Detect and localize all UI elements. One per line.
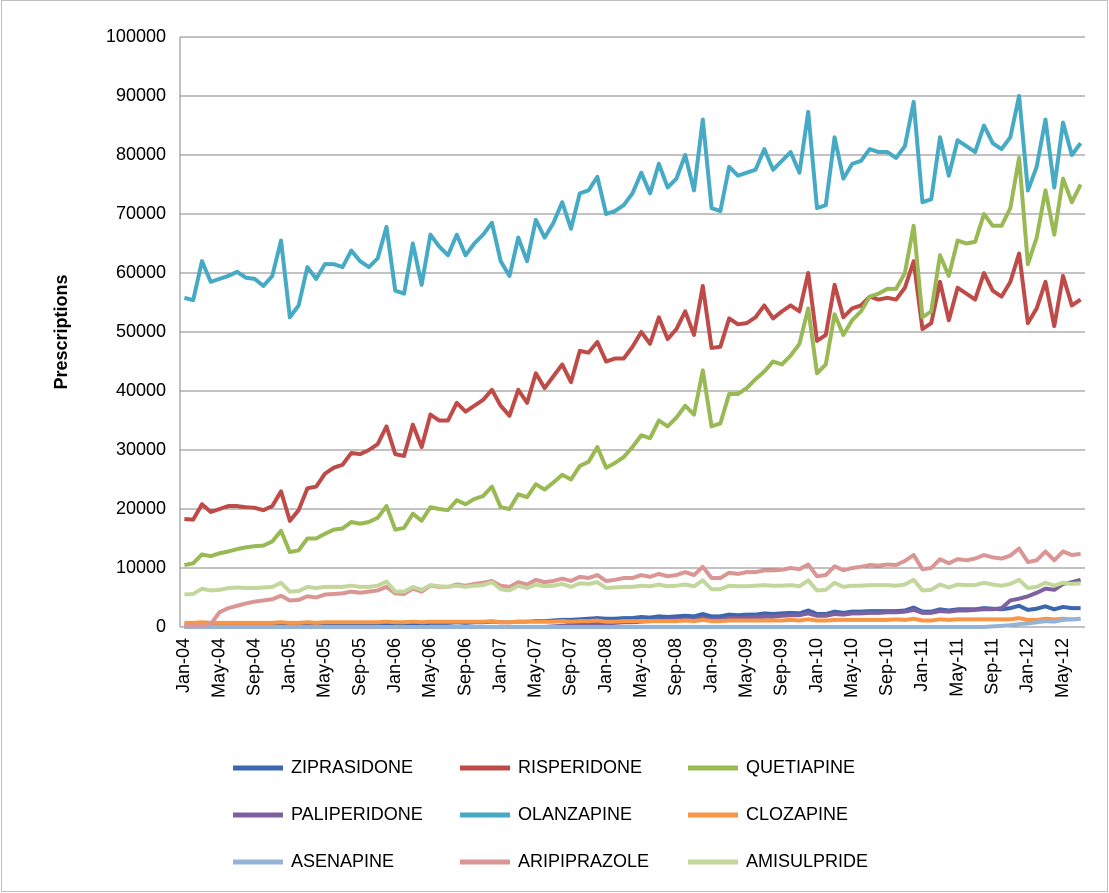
x-tick-label: Jan-04 <box>173 638 193 693</box>
y-tick-label: 20000 <box>116 498 166 518</box>
x-tick-label: May-08 <box>630 638 650 698</box>
x-tick-label: May-04 <box>208 638 228 698</box>
x-tick-label: Sep-06 <box>454 638 474 696</box>
series-line <box>184 577 1081 597</box>
x-tick-label: Sep-05 <box>349 638 369 696</box>
legend-label: CLOZAPINE <box>746 804 848 824</box>
y-axis-label: Prescriptions <box>51 274 71 389</box>
x-tick-label: Jan-09 <box>700 638 720 693</box>
x-tick-label: Sep-08 <box>665 638 685 696</box>
y-tick-label: 80000 <box>116 144 166 164</box>
series-line <box>183 94 1083 320</box>
y-tick-label: 0 <box>156 616 166 636</box>
x-tick-label: Sep-07 <box>560 638 580 696</box>
x-tick-label: May-05 <box>314 638 334 698</box>
x-tick-label: Jan-12 <box>1017 638 1037 693</box>
y-tick-label: 30000 <box>116 439 166 459</box>
x-tick-label: Sep-11 <box>981 638 1001 695</box>
series-line <box>184 251 1082 523</box>
x-tick-label: May-09 <box>735 638 755 698</box>
y-tick-label: 40000 <box>116 380 166 400</box>
y-tick-label: 70000 <box>116 203 166 223</box>
x-tick-label: May-11 <box>946 638 966 697</box>
x-tick-label: Jan-08 <box>595 638 615 693</box>
series-line <box>184 616 1081 629</box>
series-line <box>183 155 1083 568</box>
legend-label: ASENAPINE <box>291 851 394 871</box>
legend-label: PALIPERIDONE <box>291 804 423 824</box>
x-tick-label: Jan-07 <box>489 638 509 693</box>
x-tick-label: May-12 <box>1052 638 1072 698</box>
y-tick-label: 10000 <box>116 557 166 577</box>
y-tick-label: 90000 <box>116 85 166 105</box>
series-line <box>184 616 1081 625</box>
series-line <box>184 546 1081 628</box>
x-tick-label: May-07 <box>525 638 545 698</box>
x-tick-label: Sep-09 <box>771 638 791 696</box>
legend-label: AMISULPRIDE <box>746 851 868 871</box>
legend-label: QUETIAPINE <box>746 757 855 777</box>
legend-label: ZIPRASIDONE <box>291 757 413 777</box>
x-tick-label: Jan-06 <box>384 638 404 693</box>
y-tick-label: 100000 <box>106 26 166 46</box>
legend-label: RISPERIDONE <box>518 757 642 777</box>
x-tick-label: Jan-05 <box>279 638 299 693</box>
x-tick-label: May-06 <box>419 638 439 698</box>
legend-label: ARIPIPRAZOLE <box>518 851 649 871</box>
y-tick-label: 50000 <box>116 321 166 341</box>
x-tick-label: Sep-04 <box>243 638 263 696</box>
legend-label: OLANZAPINE <box>518 804 632 824</box>
x-tick-label: Jan-11 <box>911 638 931 692</box>
x-tick-label: May-10 <box>841 638 861 698</box>
x-tick-label: Jan-10 <box>806 638 826 693</box>
y-tick-label: 60000 <box>116 262 166 282</box>
x-tick-label: Sep-10 <box>876 638 896 696</box>
